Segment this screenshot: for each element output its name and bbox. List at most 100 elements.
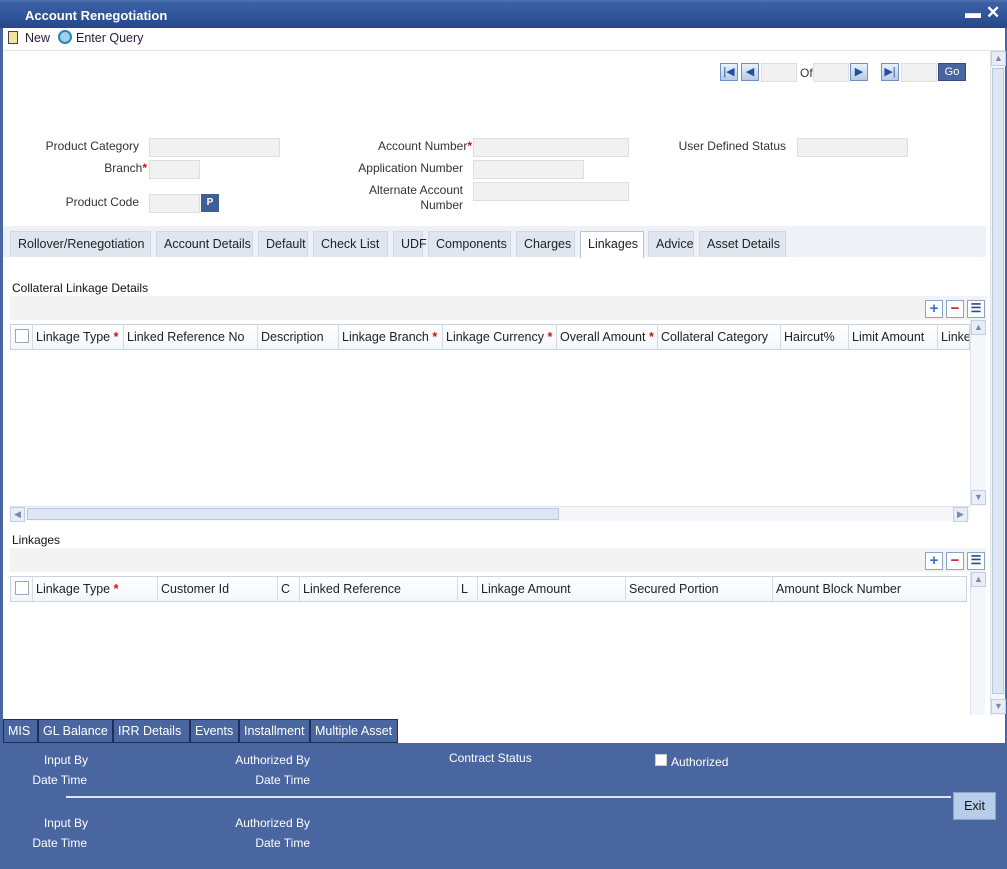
toolbar: New Enter Query	[3, 28, 1005, 51]
column-header-label: Overall Amount	[560, 330, 646, 344]
tab-rollover-renegotiation[interactable]: Rollover/Renegotiation	[10, 231, 151, 257]
scroll-up-icon[interactable]: ▲	[971, 320, 986, 335]
column-header-label: Linkage Type	[36, 582, 111, 596]
single-view-icon[interactable]: ☰	[967, 552, 985, 570]
column-header-linkage-amount[interactable]: Linkage Amount	[477, 577, 625, 601]
goto-record-input[interactable]	[901, 63, 937, 82]
last-record-button[interactable]: ▶|	[881, 63, 899, 81]
tab-advice[interactable]: Advice	[648, 231, 694, 257]
column-header-linke[interactable]: Linke	[937, 325, 970, 349]
add-row-icon[interactable]: +	[925, 300, 943, 318]
column-header-description[interactable]: Description	[257, 325, 338, 349]
exit-button[interactable]: Exit	[953, 792, 996, 820]
column-header-haircut%[interactable]: Haircut%	[780, 325, 848, 349]
tab-asset-details[interactable]: Asset Details	[699, 231, 786, 257]
bottom-tab-multiple-asset[interactable]: Multiple Asset	[310, 719, 398, 743]
column-header-linkage-branch[interactable]: Linkage Branch *	[338, 325, 442, 349]
column-header-limit-amount[interactable]: Limit Amount	[848, 325, 937, 349]
new-button[interactable]: New	[25, 31, 51, 45]
authorized-checkbox[interactable]	[655, 754, 667, 766]
alternate-account-number-input[interactable]	[473, 182, 629, 201]
product-code-input[interactable]	[149, 194, 200, 213]
column-header-overall-amount[interactable]: Overall Amount *	[556, 325, 657, 349]
tab-check-list[interactable]: Check List	[313, 231, 388, 257]
scroll-thumb[interactable]	[992, 68, 1004, 694]
go-button[interactable]: Go	[938, 63, 966, 81]
column-header-secured-portion[interactable]: Secured Portion	[625, 577, 772, 601]
account-number-input[interactable]	[473, 138, 629, 157]
hscroll-thumb[interactable]	[27, 508, 559, 520]
window-title: Account Renegotiation	[25, 8, 168, 23]
branch-label-text: Branch	[104, 161, 143, 175]
select-all-checkbox[interactable]	[15, 581, 29, 595]
scroll-right-icon[interactable]: ▶	[953, 507, 968, 522]
column-header-label: Limit Amount	[852, 330, 925, 344]
column-header-label: Linked Reference No	[127, 330, 245, 344]
tab-linkages[interactable]: Linkages	[580, 231, 644, 258]
scroll-up-icon[interactable]: ▲	[991, 51, 1006, 66]
required-mark: *	[543, 330, 553, 344]
tab-default[interactable]: Default	[258, 231, 308, 257]
column-header-customer-id[interactable]: Customer Id	[157, 577, 277, 601]
enter-query-icon[interactable]	[58, 30, 72, 44]
select-all-checkbox[interactable]	[15, 329, 29, 343]
add-row-icon[interactable]: +	[925, 552, 943, 570]
column-header-label: Linke	[941, 330, 970, 344]
collateral-vscrollbar[interactable]: ▲ ▼	[970, 320, 986, 506]
next-record-button[interactable]: ▶	[850, 63, 868, 81]
column-header-amount-block-number[interactable]: Amount Block Number	[772, 577, 966, 601]
total-records-input[interactable]	[813, 63, 849, 82]
product-code-label: Product Code	[65, 195, 139, 209]
page-scrollbar[interactable]: ▲ ▼	[990, 51, 1006, 715]
application-number-input[interactable]	[473, 160, 584, 179]
column-header-linkage-currency[interactable]: Linkage Currency *	[442, 325, 556, 349]
alt-label-line2: Number	[420, 198, 463, 212]
bottom-tab-mis[interactable]: MIS	[3, 719, 38, 743]
scroll-left-icon[interactable]: ◀	[10, 507, 25, 522]
linkages-vscrollbar[interactable]: ▲	[970, 572, 986, 715]
column-header-collateral-category[interactable]: Collateral Category	[657, 325, 780, 349]
bottom-tab-irr-details[interactable]: IRR Details	[113, 719, 190, 743]
required-mark: *	[110, 582, 119, 596]
collateral-hscrollbar[interactable]: ◀ ▶	[10, 506, 970, 522]
user-defined-status-input[interactable]	[797, 138, 908, 157]
column-header-linked-reference-no[interactable]: Linked Reference No	[123, 325, 257, 349]
new-document-icon[interactable]	[8, 31, 18, 44]
delete-row-icon[interactable]: −	[946, 300, 964, 318]
current-record-input[interactable]	[761, 63, 797, 82]
single-view-icon[interactable]: ☰	[967, 300, 985, 318]
column-header-label: Customer Id	[161, 582, 230, 596]
product-code-lov-button[interactable]: P	[201, 194, 219, 212]
product-category-label: Product Category	[45, 139, 139, 153]
scroll-up-icon[interactable]: ▲	[971, 572, 986, 587]
product-category-input[interactable]	[149, 138, 280, 157]
bottom-tab-gl-balance[interactable]: GL Balance	[38, 719, 113, 743]
bottom-tab-events[interactable]: Events	[190, 719, 239, 743]
authorized-label: Authorized	[671, 755, 729, 769]
required-mark: *	[467, 139, 472, 153]
minimize-icon[interactable]: ▬	[965, 5, 981, 22]
branch-input[interactable]	[149, 160, 200, 179]
first-record-button[interactable]: |◀	[720, 63, 738, 81]
column-header-linkage-type[interactable]: Linkage Type *	[32, 577, 157, 601]
column-header-linkage-type[interactable]: Linkage Type *	[32, 325, 123, 349]
column-header-l[interactable]: L	[457, 577, 477, 601]
tab-udf[interactable]: UDF	[393, 231, 427, 257]
bottom-tab-installment[interactable]: Installment	[239, 719, 310, 743]
enter-query-button[interactable]: Enter Query	[76, 31, 144, 45]
tab-components[interactable]: Components	[428, 231, 511, 257]
close-icon[interactable]: ✕	[986, 3, 1001, 22]
tab-account-details[interactable]: Account Details	[156, 231, 253, 257]
delete-row-icon[interactable]: −	[946, 552, 964, 570]
scroll-down-icon[interactable]: ▼	[971, 490, 986, 505]
tab-charges[interactable]: Charges	[516, 231, 575, 257]
authorized-by-label: Authorized By	[235, 753, 310, 767]
scroll-down-icon[interactable]: ▼	[991, 699, 1006, 714]
previous-record-button[interactable]: ◀	[741, 63, 759, 81]
column-header-linked-reference[interactable]: Linked Reference	[299, 577, 457, 601]
account-number-label-text: Account Number	[377, 139, 468, 153]
collateral-table-header: Linkage Type * Linked Reference No Descrip…	[10, 324, 970, 350]
column-header-c[interactable]: C	[277, 577, 299, 601]
column-header-label: Haircut%	[784, 330, 835, 344]
branch-label: Branch*	[20, 161, 147, 176]
